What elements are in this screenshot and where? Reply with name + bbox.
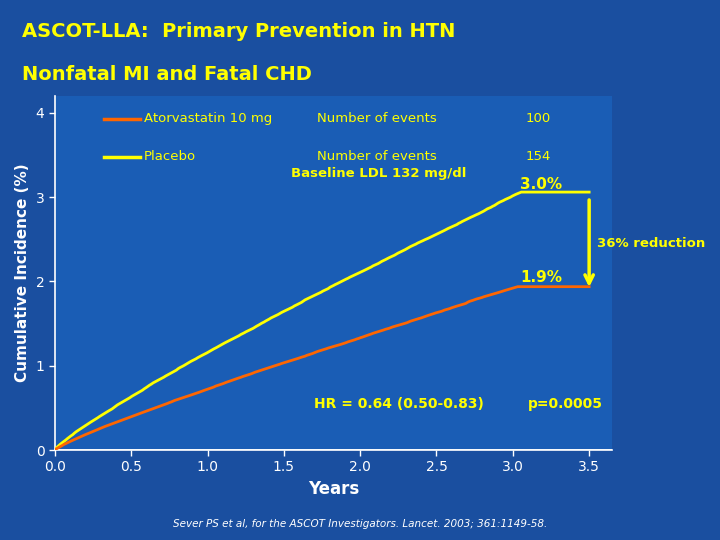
- Text: ASCOT-LLA:  Primary Prevention in HTN: ASCOT-LLA: Primary Prevention in HTN: [22, 22, 455, 40]
- Text: Number of events: Number of events: [317, 150, 436, 163]
- Text: 100: 100: [526, 112, 551, 125]
- Text: Baseline LDL 132 mg/dl: Baseline LDL 132 mg/dl: [292, 167, 467, 180]
- Text: Atorvastatin 10 mg: Atorvastatin 10 mg: [144, 112, 272, 125]
- Text: p=0.0005: p=0.0005: [528, 397, 603, 410]
- Text: Sever PS et al, for the ASCOT Investigators. Lancet. 2003; 361:1149-58.: Sever PS et al, for the ASCOT Investigat…: [173, 519, 547, 529]
- Text: Number of events: Number of events: [317, 112, 436, 125]
- Text: 3.0%: 3.0%: [521, 177, 562, 192]
- Y-axis label: Cumulative Incidence (%): Cumulative Incidence (%): [15, 164, 30, 382]
- Text: Nonfatal MI and Fatal CHD: Nonfatal MI and Fatal CHD: [22, 65, 312, 84]
- X-axis label: Years: Years: [308, 480, 359, 498]
- Text: 154: 154: [526, 150, 551, 163]
- Text: 36% reduction: 36% reduction: [597, 237, 705, 250]
- Text: Placebo: Placebo: [144, 150, 196, 163]
- Text: 1.9%: 1.9%: [521, 269, 562, 285]
- Text: HR = 0.64 (0.50-0.83): HR = 0.64 (0.50-0.83): [315, 397, 485, 410]
